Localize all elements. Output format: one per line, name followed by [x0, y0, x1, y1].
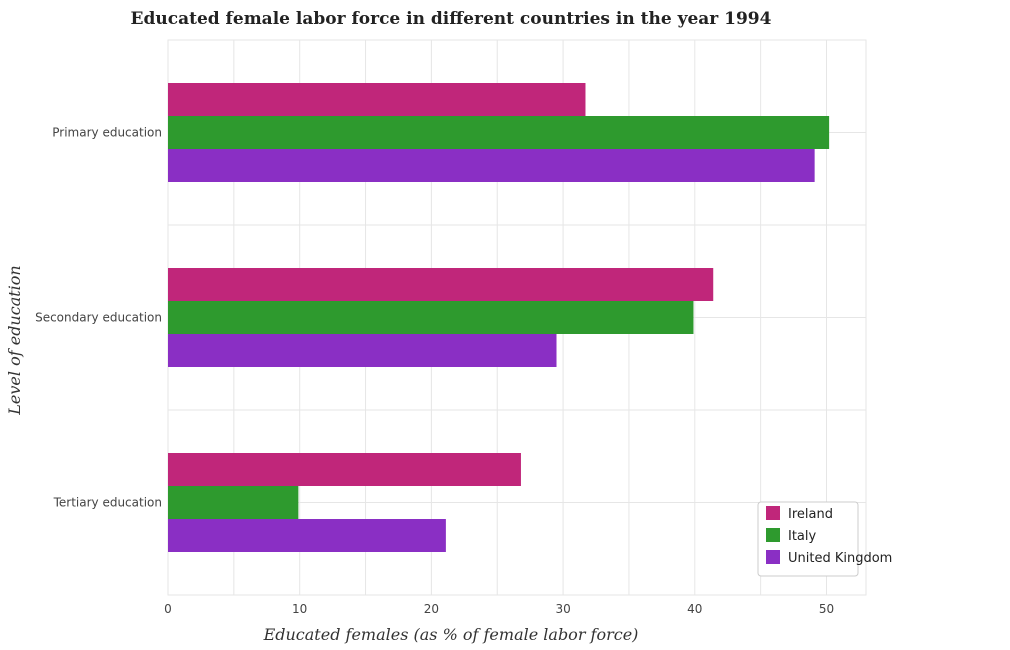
legend-swatch	[766, 550, 780, 564]
y-tick-label: Secondary education	[35, 311, 162, 325]
x-tick-label: 0	[164, 602, 172, 616]
bars	[168, 83, 830, 552]
bar-italy	[168, 301, 694, 334]
bar-ireland	[168, 453, 521, 486]
bar-ireland	[168, 83, 586, 116]
x-tick-label: 40	[687, 602, 702, 616]
legend-label: Italy	[788, 529, 817, 544]
bar-italy	[168, 116, 830, 149]
x-tick-label: 20	[424, 602, 439, 616]
y-tick-label: Tertiary education	[53, 496, 162, 510]
x-tick-label: 10	[292, 602, 307, 616]
legend-label: Ireland	[788, 507, 833, 522]
y-tick-label: Primary education	[52, 126, 162, 140]
x-tick-labels: 0 10 20 30 40 50	[164, 602, 834, 616]
bar-united-kingdom	[168, 149, 815, 182]
bar-ireland	[168, 268, 714, 301]
x-tick-label: 50	[819, 602, 834, 616]
y-tick-labels: Primary education Secondary education Tert…	[35, 126, 162, 510]
bar-italy	[168, 486, 299, 519]
x-tick-label: 30	[555, 602, 570, 616]
legend: Ireland Italy United Kingdom	[757, 501, 892, 577]
chart-title: Educated female labor force in different…	[131, 9, 772, 29]
legend-box	[757, 501, 859, 577]
y-axis-label: Level of education	[5, 265, 24, 415]
bar-united-kingdom	[168, 334, 557, 367]
legend-swatch	[766, 506, 780, 520]
x-axis-label: Educated females (as % of female labor f…	[263, 625, 639, 644]
bar-united-kingdom	[168, 519, 446, 552]
legend-swatch	[766, 528, 780, 542]
legend-label: United Kingdom	[788, 551, 892, 566]
